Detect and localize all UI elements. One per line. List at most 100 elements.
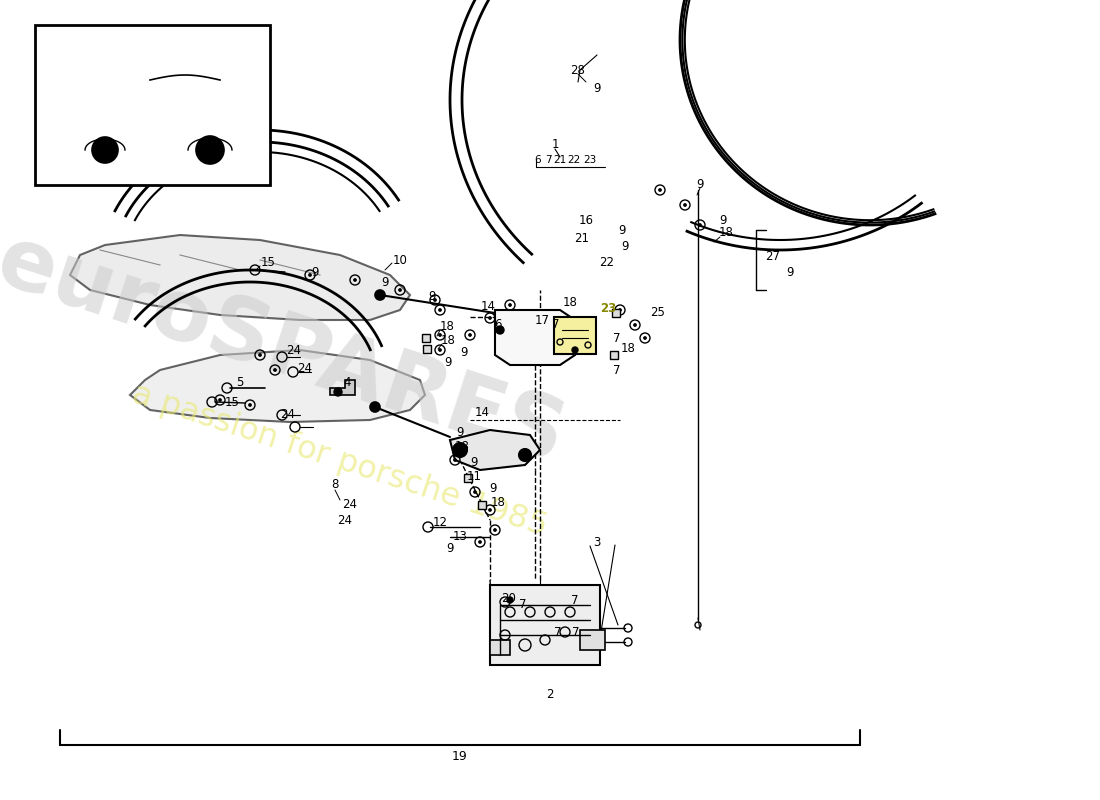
- Circle shape: [572, 347, 578, 353]
- Text: 8: 8: [331, 478, 339, 491]
- Circle shape: [308, 274, 311, 277]
- Text: 18: 18: [491, 495, 505, 509]
- Text: 27: 27: [766, 250, 781, 263]
- Text: 2: 2: [547, 689, 553, 702]
- Text: 24: 24: [286, 343, 301, 357]
- Circle shape: [370, 402, 379, 412]
- Circle shape: [204, 143, 217, 157]
- Text: 25: 25: [650, 306, 666, 319]
- Text: 9: 9: [311, 266, 319, 279]
- Circle shape: [334, 388, 342, 396]
- Circle shape: [453, 443, 468, 457]
- Circle shape: [433, 298, 437, 302]
- Circle shape: [219, 398, 221, 402]
- Text: 23: 23: [600, 302, 616, 314]
- Text: 24: 24: [297, 362, 312, 374]
- Text: 14: 14: [474, 406, 490, 419]
- Bar: [424, 345, 431, 353]
- Circle shape: [398, 289, 402, 291]
- Bar: [490, 585, 600, 665]
- Circle shape: [453, 458, 456, 462]
- Text: 9: 9: [428, 290, 436, 303]
- Polygon shape: [130, 350, 425, 422]
- Text: 7: 7: [544, 155, 551, 165]
- Circle shape: [644, 337, 647, 339]
- Circle shape: [353, 278, 356, 282]
- Circle shape: [698, 223, 702, 226]
- Text: a passion for porsche 1985: a passion for porsche 1985: [129, 378, 551, 542]
- Text: 18: 18: [718, 226, 734, 239]
- Text: 14: 14: [481, 301, 495, 314]
- Text: 18: 18: [620, 342, 636, 354]
- Bar: [610, 351, 618, 359]
- Text: 7: 7: [614, 363, 620, 377]
- Circle shape: [508, 303, 512, 306]
- Text: 18: 18: [441, 334, 455, 346]
- Text: 5: 5: [236, 375, 244, 389]
- Text: 9: 9: [618, 223, 626, 237]
- Text: 24: 24: [342, 498, 358, 511]
- Text: 23: 23: [583, 155, 596, 165]
- Text: 4: 4: [343, 375, 351, 389]
- Text: 9: 9: [696, 178, 704, 190]
- Circle shape: [439, 309, 441, 311]
- Circle shape: [456, 447, 463, 453]
- Circle shape: [473, 490, 476, 494]
- Text: 9: 9: [460, 346, 467, 359]
- Text: 9: 9: [786, 266, 794, 278]
- Text: 18: 18: [454, 439, 470, 453]
- Text: 15: 15: [261, 257, 275, 270]
- Text: 9: 9: [471, 455, 477, 469]
- FancyBboxPatch shape: [554, 317, 596, 354]
- Bar: [464, 474, 472, 482]
- Polygon shape: [450, 430, 540, 470]
- Text: 7: 7: [519, 598, 527, 610]
- Circle shape: [564, 331, 572, 339]
- Text: 9: 9: [456, 426, 464, 438]
- Text: 13: 13: [452, 530, 468, 542]
- Text: 28: 28: [571, 63, 585, 77]
- Text: 11: 11: [466, 470, 482, 482]
- Text: 9: 9: [490, 482, 497, 494]
- Text: 18: 18: [562, 297, 578, 310]
- Circle shape: [258, 354, 262, 357]
- Text: 9: 9: [593, 82, 601, 94]
- Circle shape: [519, 449, 531, 461]
- Text: euroSPARES: euroSPARES: [0, 219, 574, 481]
- Circle shape: [439, 334, 441, 337]
- Text: 9: 9: [621, 239, 629, 253]
- Circle shape: [478, 541, 482, 543]
- Circle shape: [274, 369, 276, 371]
- Circle shape: [488, 509, 492, 511]
- Circle shape: [683, 203, 686, 206]
- Circle shape: [488, 317, 492, 319]
- Text: 24: 24: [280, 409, 296, 422]
- Text: 16: 16: [579, 214, 594, 227]
- Text: 15: 15: [224, 397, 240, 410]
- Circle shape: [507, 597, 513, 603]
- Text: 9: 9: [719, 214, 727, 226]
- Text: 12: 12: [432, 515, 448, 529]
- Text: 24: 24: [338, 514, 352, 526]
- Circle shape: [494, 529, 496, 531]
- Text: 18: 18: [440, 319, 454, 333]
- Text: 7: 7: [572, 626, 580, 639]
- Circle shape: [99, 144, 111, 156]
- Text: 3: 3: [593, 535, 601, 549]
- Polygon shape: [70, 235, 410, 320]
- Circle shape: [496, 326, 504, 334]
- Text: 9: 9: [382, 275, 388, 289]
- Circle shape: [659, 189, 661, 191]
- Polygon shape: [495, 310, 575, 365]
- Circle shape: [469, 334, 472, 337]
- Text: 7: 7: [552, 318, 560, 330]
- Text: 7: 7: [614, 331, 620, 345]
- Text: 7: 7: [554, 626, 562, 639]
- Text: 17: 17: [535, 314, 550, 326]
- Text: 7: 7: [571, 594, 579, 606]
- Bar: [612, 309, 620, 317]
- Text: 6: 6: [535, 155, 541, 165]
- Circle shape: [439, 349, 441, 351]
- Circle shape: [92, 137, 118, 163]
- Text: 6: 6: [494, 318, 502, 331]
